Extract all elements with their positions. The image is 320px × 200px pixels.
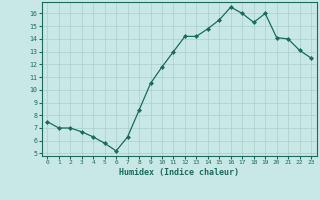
X-axis label: Humidex (Indice chaleur): Humidex (Indice chaleur)	[119, 168, 239, 177]
